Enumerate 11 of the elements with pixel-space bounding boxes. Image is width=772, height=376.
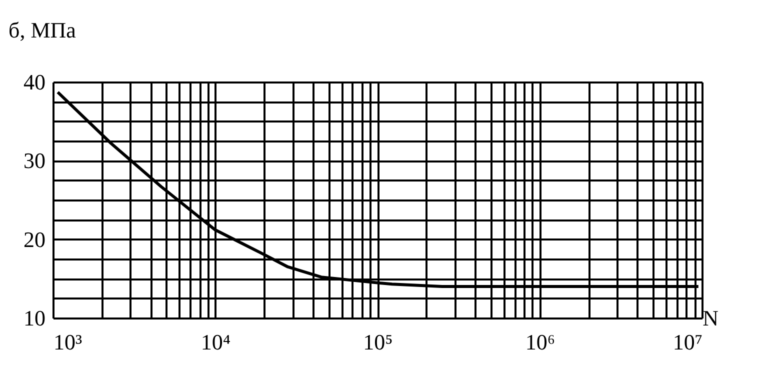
y-tick-label: 10 (24, 306, 46, 330)
x-tick-label: 10⁷ (672, 330, 702, 354)
y-tick-label: 30 (24, 148, 46, 174)
y-axis-title: б, МПа (8, 18, 76, 42)
x-tick-label: 10⁴ (200, 330, 231, 354)
x-tick-label: 10⁵ (363, 330, 393, 354)
y-tick-label: 40 (24, 70, 46, 94)
x-tick-label: 10⁶ (525, 330, 556, 354)
x-axis-title: N (702, 306, 719, 330)
y-tick-label: 20 (24, 226, 46, 252)
x-tick-label: 10³ (54, 330, 82, 354)
